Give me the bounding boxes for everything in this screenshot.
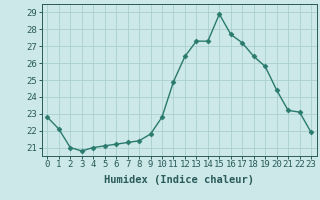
X-axis label: Humidex (Indice chaleur): Humidex (Indice chaleur) — [104, 175, 254, 185]
